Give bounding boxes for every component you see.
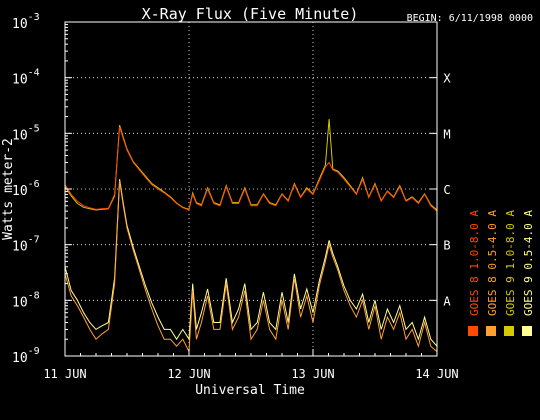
legend-label: GOES 8 1.0-8.0 A xyxy=(468,210,481,316)
begin-label: BEGIN: 6/11/1998 0000 xyxy=(407,13,533,24)
legend-swatch xyxy=(522,326,532,336)
legend-label: GOES 9 0.5-4.0 A xyxy=(522,210,535,316)
x-tick-label: 11 JUN xyxy=(43,367,86,381)
legend-label: GOES 9 1.0-8.0 A xyxy=(504,210,517,316)
legend-swatch xyxy=(468,326,478,336)
y-tick-label: 10-6 xyxy=(12,179,40,199)
legend: GOES 8 1.0-8.0 A GOES 8 0.5-4.0 A GOES 9 1… xyxy=(468,210,535,336)
x-tick-label: 14 JUN xyxy=(415,367,458,381)
y-tick-label: 10-4 xyxy=(12,68,40,88)
x-axis-ticks: 11 JUN 12 JUN 13 JUN 14 JUN xyxy=(43,349,459,381)
y-tick-label: 10-9 xyxy=(12,346,40,366)
series-line-goes-8-0-5-4-0-a xyxy=(64,180,438,354)
y-tick-label: 10-8 xyxy=(12,290,40,310)
legend-swatch xyxy=(486,326,496,336)
flare-class-a: A xyxy=(443,294,451,308)
flare-class-b: B xyxy=(443,239,450,253)
y-axis-ticks: 10-9 10-8 10-7 10-6 10-5 10-4 10-3 xyxy=(12,12,437,366)
y-axis-label: Watts meter-2 xyxy=(1,138,16,240)
y-tick-label: 10-7 xyxy=(12,235,40,255)
y-tick-label: 10-3 xyxy=(12,12,40,32)
legend-swatch xyxy=(504,326,514,336)
series-layer xyxy=(64,119,438,354)
flare-class-m: M xyxy=(443,127,450,141)
flare-class-x: X xyxy=(443,72,451,86)
y-tick-label: 10-5 xyxy=(12,123,40,143)
x-tick-label: 13 JUN xyxy=(291,367,334,381)
series-line-goes-8-1-0-8-0-a xyxy=(64,126,438,212)
flare-class-c: C xyxy=(443,183,450,197)
flare-class-labels: A B C M X xyxy=(443,72,451,309)
chart-title: X-Ray Flux (Five Minute) xyxy=(142,5,359,23)
x-tick-label: 12 JUN xyxy=(167,367,210,381)
legend-label: GOES 8 0.5-4.0 A xyxy=(486,210,499,316)
x-axis-label: Universal Time xyxy=(195,383,305,398)
